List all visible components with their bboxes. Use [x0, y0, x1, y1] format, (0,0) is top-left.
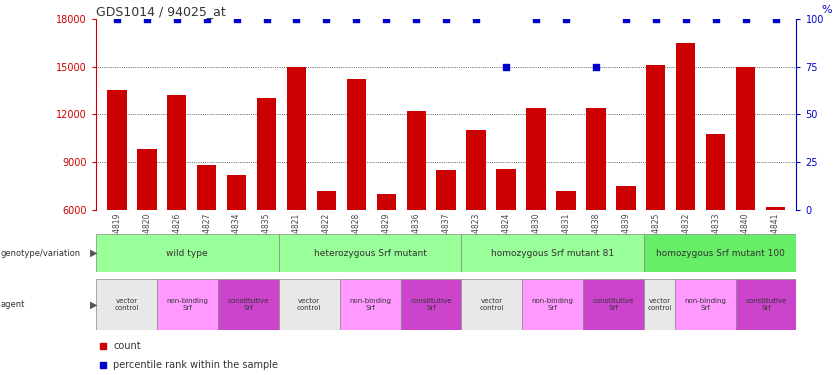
Text: homozygous Srf mutant 81: homozygous Srf mutant 81 — [491, 249, 615, 258]
Point — [470, 16, 483, 22]
Point — [230, 16, 244, 22]
Point — [619, 16, 632, 22]
Bar — [461, 234, 644, 272]
Point — [440, 16, 453, 22]
Text: heterozygous Srf mutant: heterozygous Srf mutant — [314, 249, 426, 258]
Text: homozygous Srf mutant 100: homozygous Srf mutant 100 — [656, 249, 785, 258]
Text: non-binding
Srf: non-binding Srf — [684, 298, 726, 311]
Bar — [400, 279, 461, 330]
Text: non-binding
Srf: non-binding Srf — [166, 298, 208, 311]
Text: non-binding
Srf: non-binding Srf — [349, 298, 391, 311]
Text: constitutive
Srf: constitutive Srf — [228, 298, 269, 311]
Bar — [406, 111, 426, 210]
Text: wild type: wild type — [167, 249, 208, 258]
Bar — [644, 234, 796, 272]
Bar — [646, 65, 666, 210]
Bar — [766, 207, 786, 210]
Text: percentile rank within the sample: percentile rank within the sample — [113, 360, 279, 369]
Bar — [157, 279, 218, 330]
Point — [319, 16, 333, 22]
Point — [170, 16, 183, 22]
Bar — [218, 279, 279, 330]
Text: genotype/variation: genotype/variation — [1, 249, 81, 258]
Bar — [644, 279, 675, 330]
Bar — [556, 191, 575, 210]
Bar — [257, 99, 276, 210]
Bar — [167, 95, 187, 210]
Bar — [197, 165, 216, 210]
Point — [349, 16, 363, 22]
Text: constitutive
Srf: constitutive Srf — [593, 298, 635, 311]
Point — [260, 16, 274, 22]
Bar — [526, 108, 545, 210]
Point — [96, 362, 109, 368]
Point — [379, 16, 393, 22]
Bar — [96, 279, 157, 330]
Bar — [736, 67, 756, 210]
Point — [739, 16, 752, 22]
Text: vector
control: vector control — [297, 298, 321, 311]
Point — [500, 63, 513, 70]
Point — [560, 16, 573, 22]
Text: vector
control: vector control — [480, 298, 504, 311]
Point — [679, 16, 692, 22]
Bar — [522, 279, 583, 330]
Bar — [736, 279, 796, 330]
Bar — [279, 234, 461, 272]
Text: %: % — [821, 5, 831, 15]
Bar — [96, 234, 279, 272]
Bar — [137, 149, 157, 210]
Point — [200, 16, 214, 22]
Bar — [279, 279, 339, 330]
Bar — [347, 80, 366, 210]
Bar — [107, 90, 127, 210]
Text: constitutive
Srf: constitutive Srf — [746, 298, 786, 311]
Text: count: count — [113, 341, 141, 351]
Bar — [676, 43, 696, 210]
Bar — [583, 279, 644, 330]
Text: GDS1014 / 94025_at: GDS1014 / 94025_at — [96, 4, 226, 18]
Bar — [466, 130, 486, 210]
Point — [530, 16, 543, 22]
Bar — [616, 186, 636, 210]
Bar — [675, 279, 736, 330]
Text: vector
control: vector control — [114, 298, 138, 311]
Point — [409, 16, 423, 22]
Text: vector
control: vector control — [647, 298, 671, 311]
Point — [110, 16, 123, 22]
Text: agent: agent — [1, 300, 25, 309]
Point — [709, 16, 722, 22]
Bar — [377, 194, 396, 210]
Point — [589, 63, 602, 70]
Bar — [339, 279, 400, 330]
Bar — [317, 191, 336, 210]
Point — [140, 16, 153, 22]
Bar — [706, 134, 726, 210]
Text: non-binding
Srf: non-binding Srf — [532, 298, 574, 311]
Text: constitutive
Srf: constitutive Srf — [410, 298, 452, 311]
Point — [649, 16, 662, 22]
Text: ▶: ▶ — [90, 300, 98, 310]
Bar — [287, 67, 306, 210]
Text: ▶: ▶ — [90, 248, 98, 258]
Point — [769, 16, 782, 22]
Bar — [461, 279, 522, 330]
Point — [96, 343, 109, 349]
Bar — [586, 108, 605, 210]
Point — [290, 16, 304, 22]
Bar — [227, 175, 246, 210]
Bar — [436, 170, 456, 210]
Bar — [496, 169, 515, 210]
